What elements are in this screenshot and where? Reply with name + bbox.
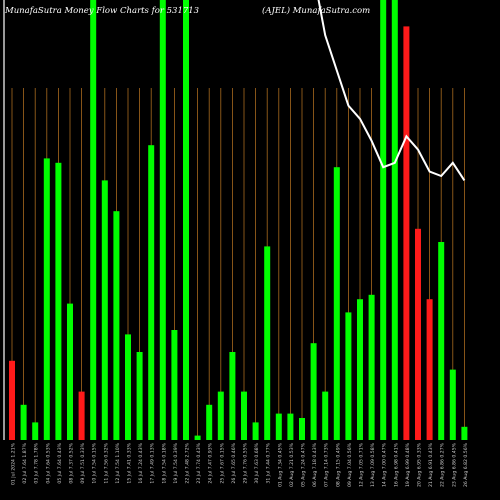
x-tick-label: 14 Aug 7.00 0.47%: [382, 442, 388, 487]
x-tick-label: 18 Jul 7.54 0.18%: [161, 442, 167, 483]
bar: [275, 413, 282, 440]
price-line: [317, 0, 466, 181]
site-label: (AJEL) MunafaSutra.com: [262, 6, 371, 16]
x-tick-labels: 01 Jul 2024 1.21% 02 Jul 7.64 1.87% 03 Jul…: [11, 442, 469, 487]
bar: [159, 0, 166, 440]
x-tick-label: 31 Jul 7.44 0.77%: [266, 442, 272, 483]
bar: [206, 404, 213, 440]
bar: [194, 435, 201, 440]
x-tick-label: 26 Aug 6.82 0.56%: [463, 442, 469, 487]
bar: [333, 167, 340, 440]
bar: [357, 299, 363, 440]
bar: [20, 404, 27, 440]
x-tick-label: 03 Jul 7.78 1.78%: [34, 442, 40, 483]
x-tick-label: 05 Aug 7.24 0.47%: [301, 442, 307, 487]
bar: [241, 391, 247, 440]
x-tick-label: 25 Jul 7.67 0.15%: [219, 442, 225, 483]
x-tick-label: 07 Aug 7.14 0.73%: [324, 442, 330, 487]
x-tick-label: 10 Jul 7.54 0.15%: [92, 442, 98, 483]
bar: [299, 418, 305, 440]
bar: [171, 330, 178, 440]
x-tick-label: 19 Jul 7.54 0.39%: [173, 442, 179, 483]
x-tick-label: 16 Aug 6.98 0.41%: [393, 442, 399, 487]
x-tick-label: 08 Jul 7.37 0.52%: [69, 442, 75, 483]
bar: [136, 352, 143, 440]
x-tick-label: 30 Jul 7.63 0.68%: [254, 442, 260, 483]
bar: [322, 391, 329, 440]
x-tick-label: 23 Aug 6.86 0.45%: [451, 442, 457, 487]
bar: [113, 211, 120, 440]
bar: [461, 426, 468, 440]
bar: [287, 413, 294, 440]
bar: [101, 180, 108, 440]
x-tick-label: 12 Jul 7.54 1.10%: [115, 442, 121, 483]
x-tick-label: 21 Aug 6.91 0.43%: [428, 442, 434, 487]
bar: [125, 334, 131, 440]
bar: [32, 422, 39, 440]
x-tick-label: 29 Jul 7.76 0.55%: [243, 442, 249, 483]
bar: [217, 391, 224, 440]
bar: [90, 0, 97, 440]
x-tick-label: 06 Aug 7.18 0.43%: [312, 442, 318, 487]
bar: [310, 343, 317, 440]
x-tick-label: 22 Jul 7.48 2.72%: [185, 442, 191, 483]
bar: [449, 369, 456, 440]
x-tick-label: 11 Jul 7.56 0.32%: [103, 442, 109, 483]
bar: [380, 0, 387, 440]
x-tick-label: 22 Aug 6.86 0.27%: [440, 442, 446, 487]
bar: [438, 242, 445, 440]
x-tick-label: 09 Aug 7.04 0.56%: [347, 442, 353, 487]
bar-series: [9, 0, 468, 441]
bar: [43, 158, 50, 440]
bar: [264, 246, 271, 440]
x-tick-label: 13 Aug 7.09 0.58%: [370, 442, 376, 487]
x-tick-label: 19 Aug 6.99 0.48%: [405, 442, 411, 487]
bar: [78, 391, 85, 440]
bar: [67, 303, 73, 440]
x-tick-label: 12 Aug 7.05 0.71%: [359, 442, 365, 487]
bar: [415, 228, 421, 440]
bar: [183, 0, 189, 440]
bar: [426, 299, 433, 440]
bar: [148, 145, 155, 440]
bar: [391, 0, 398, 440]
x-tick-label: 01 Aug 7.34 0.45%: [277, 442, 283, 487]
x-tick-label: 17 Jul 7.49 0.13%: [150, 442, 156, 483]
x-tick-label: 08 Aug 7.15 0.49%: [335, 442, 341, 487]
chart-title: MunafaSutra Money Flow Charts for 531713: [5, 6, 200, 16]
x-tick-label: 15 Jul 7.41 0.33%: [127, 442, 133, 483]
x-tick-label: 02 Jul 7.64 1.87%: [22, 442, 28, 483]
bar: [403, 26, 410, 441]
x-tick-label: 02 Aug 7.21 0.53%: [289, 442, 295, 487]
x-tick-label: 16 Jul 7.24 0.43%: [138, 442, 144, 483]
x-tick-label: 24 Jul 7.47 0.93%: [208, 442, 214, 483]
x-tick-label: 01 Jul 2024 1.21%: [11, 442, 17, 485]
x-tick-label: 09 Jul 7.51 0.33%: [80, 442, 86, 483]
bar: [368, 294, 375, 440]
x-tick-label: 23 Jul 7.74 0.43%: [196, 442, 202, 483]
x-tick-label: 20 Aug 6.95 0.33%: [417, 442, 423, 487]
bar: [9, 360, 15, 440]
bar: [252, 422, 259, 440]
x-tick-label: 26 Jul 7.65 0.46%: [231, 442, 237, 483]
x-tick-label: 04 Jul 7.64 0.53%: [45, 442, 51, 483]
x-tick-label: 05 Jul 7.64 0.43%: [57, 442, 63, 483]
bar: [229, 352, 236, 440]
bar: [55, 162, 62, 441]
bar: [345, 312, 352, 440]
